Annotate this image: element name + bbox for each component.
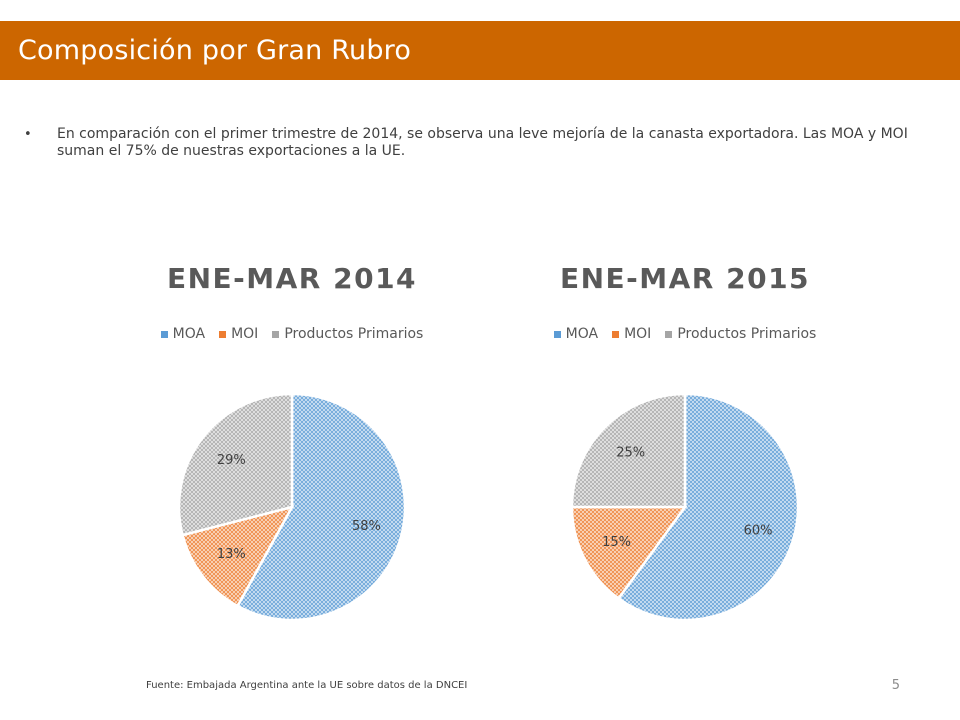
chart-legend: MOA MOI Productos Primarios xyxy=(515,326,855,342)
legend-swatch-icon xyxy=(665,330,673,338)
legend-item-moi: MOI xyxy=(219,326,258,342)
legend-item-productos-primarios: Productos Primarios xyxy=(665,326,816,342)
pie-slice-productos-primarios xyxy=(570,392,687,509)
pie-slice-moi xyxy=(570,505,688,601)
legend-swatch-icon xyxy=(219,330,227,338)
pie-chart-2015: ENE-MAR 2015 MOA MOI Productos Primarios… xyxy=(515,262,855,642)
chart-title: ENE-MAR 2015 xyxy=(559,262,811,295)
legend-label: Productos Primarios xyxy=(677,326,817,342)
pie-slice-moi xyxy=(181,505,295,608)
pie-slice-productos-primarios xyxy=(177,392,294,537)
data-label-moi: 13% xyxy=(217,547,246,562)
chart-title: ENE-MAR 2014 xyxy=(166,262,418,295)
legend-label: MOI xyxy=(231,326,259,342)
legend-item-moi: MOI xyxy=(612,326,651,342)
legend-swatch-icon xyxy=(272,330,280,338)
pie-chart-2014: ENE-MAR 2014 MOA MOI Productos Primarios… xyxy=(122,262,462,642)
legend-swatch-icon xyxy=(612,330,620,338)
legend-label: MOA xyxy=(172,326,206,342)
pie-plot: 58% 13% 29% xyxy=(177,392,407,622)
legend-item-moa: MOA xyxy=(553,326,599,342)
legend-swatch-icon xyxy=(160,330,168,338)
source-note: Fuente: Embajada Argentina ante la UE so… xyxy=(146,680,468,691)
legend-item-moa: MOA xyxy=(160,326,206,342)
data-label-moa: 60% xyxy=(744,524,773,539)
slide-title: Composición por Gran Rubro xyxy=(18,35,412,66)
bullet-point: • En comparación con el primer trimestre… xyxy=(24,126,934,160)
legend-swatch-icon xyxy=(553,330,561,338)
pie-plot: 60% 15% 25% xyxy=(570,392,800,622)
data-label-productos-primarios: 29% xyxy=(217,453,246,468)
legend-item-productos-primarios: Productos Primarios xyxy=(272,326,423,342)
data-label-productos-primarios: 25% xyxy=(616,446,645,461)
bullet-icon: • xyxy=(24,127,32,142)
title-bar: Composición por Gran Rubro xyxy=(0,21,960,80)
data-label-moi: 15% xyxy=(602,535,631,550)
page-number: 5 xyxy=(891,678,900,693)
bullet-text: En comparación con el primer trimestre d… xyxy=(57,126,908,159)
pie-slice-moa xyxy=(235,392,407,622)
legend-label: MOI xyxy=(624,326,652,342)
legend-label: Productos Primarios xyxy=(284,326,424,342)
chart-legend: MOA MOI Productos Primarios xyxy=(122,326,462,342)
data-label-moa: 58% xyxy=(352,519,381,534)
pie-slice-moa xyxy=(616,392,800,622)
legend-label: MOA xyxy=(565,326,599,342)
